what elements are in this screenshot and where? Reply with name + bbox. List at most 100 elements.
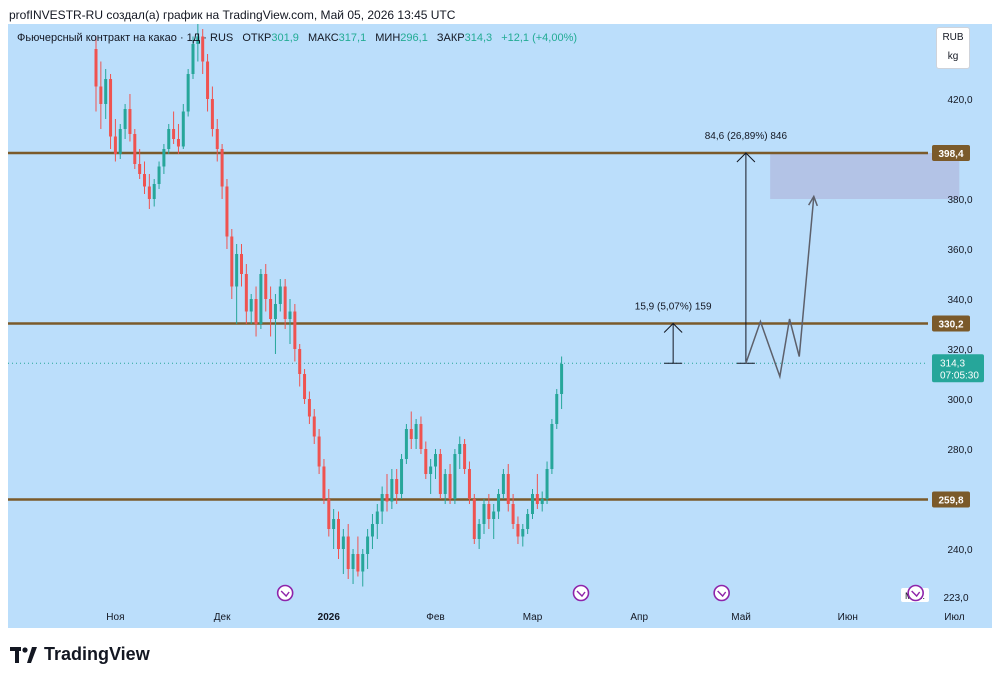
candle-body — [487, 504, 491, 519]
event-marker-glyph — [911, 590, 921, 598]
target-zone-box — [770, 153, 960, 199]
last-price-tag — [932, 354, 984, 383]
candle-body — [472, 499, 476, 539]
price-tick-label: 300,0 — [947, 395, 972, 406]
measure-arrow-head — [663, 322, 683, 333]
candle-body — [448, 474, 452, 499]
candle-body — [264, 274, 268, 299]
candle-body — [317, 436, 321, 467]
level-price-tag — [932, 315, 970, 332]
level-lines-layer — [8, 151, 928, 501]
event-marker-icon — [713, 584, 730, 602]
time-tick-label: Фев — [426, 612, 444, 623]
candle-body — [259, 274, 263, 324]
candle-body — [133, 134, 137, 164]
close-label: ЗАКР — [436, 32, 465, 44]
candle-body — [404, 429, 408, 459]
candle-body — [438, 454, 442, 494]
candle-body — [375, 511, 379, 524]
candle-body — [560, 364, 564, 394]
price-axis[interactable]: 420,0 380,0 360,0 340,0 320,0 300,0 280,0 240,0… — [901, 95, 984, 604]
candle-body — [463, 444, 467, 469]
level-price-tag — [932, 491, 970, 508]
candle-body — [409, 429, 413, 439]
candle-body — [545, 469, 549, 499]
candle-body — [467, 469, 471, 499]
event-marker-icon — [276, 584, 294, 602]
price-tick-label: 240,0 — [947, 545, 972, 556]
candle-body — [419, 424, 423, 449]
unit-label[interactable]: kg — [947, 51, 959, 62]
candle-body — [346, 536, 350, 569]
price-tick-label: 340,0 — [947, 295, 972, 306]
level-price-label: 259,8 — [938, 496, 963, 507]
time-tick-label: Июл — [944, 612, 964, 623]
candle-body — [516, 524, 520, 537]
candle-body — [206, 61, 210, 99]
currency-label[interactable]: RUB — [942, 32, 964, 43]
candle-body — [94, 49, 98, 87]
candle-body — [380, 494, 384, 512]
event-marker-icon — [907, 584, 924, 602]
open-value: 301,9 — [271, 32, 299, 44]
time-tick-label: Июн — [838, 612, 858, 623]
candle-body — [230, 236, 234, 287]
measure-tools-layer: 15,9 (5,07%) 159 84,6 (26,89%) 846 — [635, 131, 787, 364]
candle-body — [186, 74, 190, 112]
last-price-label: 314,3 — [940, 358, 965, 369]
candle-body — [157, 166, 161, 184]
time-tick-label: Мар — [523, 612, 543, 623]
open-label: ОТКР — [242, 32, 272, 44]
time-axis[interactable]: Ноя Дек 2026 Фев Мар Апр Май Июн Июл — [106, 612, 964, 623]
level-price-tag — [932, 145, 970, 161]
chart-frame[interactable]: 15,9 (5,07%) 159 84,6 (26,89%) 846 420,0 3… — [8, 24, 992, 628]
candle-body — [458, 444, 462, 454]
projection-arrow-head — [808, 194, 819, 207]
symbol-legend[interactable]: Фьючерсный контракт на какао · 1Д · RUS … — [17, 32, 577, 44]
candle-body — [443, 474, 447, 494]
event-marker-glyph — [280, 590, 290, 598]
candle-body — [361, 554, 365, 572]
candle-body — [501, 474, 505, 494]
candle-body — [283, 286, 287, 319]
candle-body — [395, 479, 399, 494]
event-marker-glyph — [576, 590, 586, 598]
candle-body — [269, 299, 273, 319]
candle-body — [351, 554, 355, 569]
candle-body — [201, 36, 205, 62]
candle-body — [138, 164, 142, 174]
target-zone-layer — [770, 153, 960, 199]
candle-body — [506, 474, 510, 504]
candle-body — [555, 394, 559, 424]
currency-unit-selector[interactable]: RUB kg — [936, 27, 970, 69]
candle-body — [273, 304, 277, 319]
candle-body — [220, 149, 224, 187]
candle-body — [385, 494, 389, 502]
change-value: +12,1 (+4,00%) — [501, 32, 578, 44]
candle-body — [109, 79, 113, 137]
candle-body — [99, 86, 103, 104]
time-tick-label: Май — [731, 612, 751, 623]
candle-body — [298, 349, 302, 374]
candle-body — [341, 536, 345, 549]
level-price-label: 330,2 — [938, 320, 963, 331]
close-value: 314,3 — [464, 32, 493, 44]
price-chart[interactable]: 15,9 (5,07%) 159 84,6 (26,89%) 846 420,0 3… — [8, 24, 992, 628]
high-value: 317,1 — [338, 32, 367, 44]
measure-arrow-head — [736, 152, 756, 163]
tradingview-logo[interactable]: TradingView — [10, 644, 150, 665]
candle-body — [191, 44, 195, 74]
projection-path — [745, 196, 815, 380]
candle-body — [172, 129, 176, 139]
candle-body — [240, 254, 243, 274]
price-tick-label: 420,0 — [947, 95, 972, 106]
candle-body — [244, 274, 248, 312]
candle-body — [113, 136, 117, 154]
candle-body — [293, 311, 297, 349]
candle-body — [196, 36, 200, 44]
candle-body — [482, 504, 486, 524]
min-price-label: 223,0 — [943, 593, 968, 604]
tradingview-logo-icon — [10, 645, 38, 665]
symbol-name[interactable]: Фьючерсный контракт на какао · 1Д · RUS — [17, 32, 234, 44]
candle-body — [128, 109, 132, 134]
